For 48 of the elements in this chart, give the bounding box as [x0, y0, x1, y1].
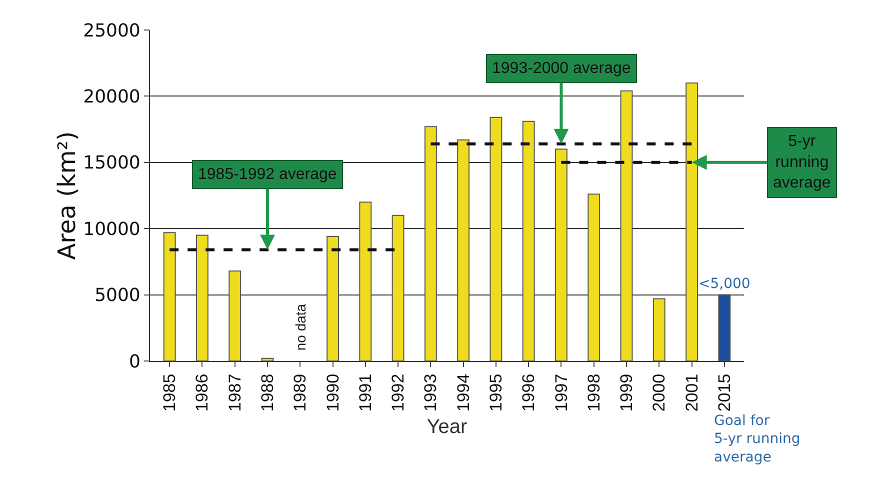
x-tick-label: 1993	[421, 374, 440, 412]
annotation: 5-yr running average	[773, 133, 831, 192]
bar	[588, 194, 600, 361]
y-tick-label: 25000	[83, 20, 140, 42]
x-tick-label: 1997	[552, 374, 571, 412]
x-tick-label: 1995	[486, 374, 506, 412]
bar	[718, 294, 731, 361]
x-tick-label: 1987	[225, 374, 244, 412]
bar	[228, 270, 242, 361]
x-tick-label: 1994	[454, 374, 473, 412]
x-tick-label: 1991	[356, 374, 375, 412]
x-tick-label: 1985	[160, 374, 180, 412]
bar	[392, 214, 404, 361]
x-tick-label: 2015	[714, 374, 734, 412]
y-tick-label: 5000	[94, 285, 140, 306]
annotation: no data	[292, 304, 309, 351]
x-tick-label: 1989	[290, 374, 310, 412]
x-tick-label: 2000	[650, 374, 669, 412]
y-tick-label: 15000	[83, 152, 140, 174]
annotation: 1985-1992 average	[198, 166, 337, 183]
x-axis-title: Year	[426, 416, 468, 438]
bar	[490, 116, 502, 361]
bar	[522, 120, 535, 361]
bar	[326, 236, 339, 361]
x-tick-label: 2001	[682, 374, 702, 412]
x-tick-label: 1998	[584, 374, 604, 412]
bar	[424, 126, 437, 361]
bar	[652, 298, 666, 361]
bar	[261, 358, 274, 361]
data-label: <5,000	[698, 276, 750, 292]
annotation: 1993-2000 average	[492, 60, 631, 77]
bar	[555, 148, 568, 361]
x-tick-label: 1999	[617, 374, 636, 412]
text: Goal for 5-yr running average	[714, 413, 800, 466]
bar	[620, 90, 633, 361]
bar	[196, 234, 208, 361]
y-tick-label: 0	[128, 351, 140, 372]
bar	[457, 139, 470, 361]
y-tick-label: 10000	[83, 218, 140, 240]
x-tick-label: 1992	[388, 374, 408, 412]
bar	[359, 202, 372, 361]
y-axis-title: Area (km²)	[53, 131, 82, 260]
x-tick-label: 1990	[323, 374, 342, 412]
y-tick-label: 20000	[83, 86, 140, 108]
x-tick-label: 1996	[519, 374, 538, 412]
x-tick-label: 1988	[258, 374, 278, 412]
bar	[163, 232, 176, 361]
x-tick-label: 1986	[192, 374, 212, 412]
